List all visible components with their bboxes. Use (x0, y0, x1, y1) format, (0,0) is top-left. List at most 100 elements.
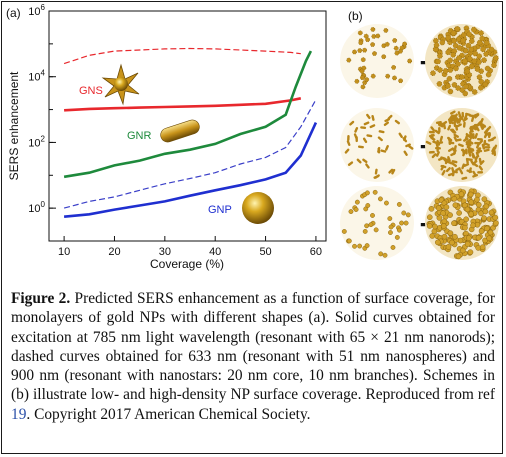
nanorod-particle (374, 168, 378, 175)
nanostar-particle (358, 40, 364, 46)
nanostar-particle (359, 75, 365, 81)
nanorod-particle (492, 144, 498, 151)
nanorod-particle (398, 132, 403, 138)
caption-label: Figure 2. (11, 290, 71, 307)
nanorod-particle (484, 132, 491, 137)
y-tick-label: 104 (28, 69, 45, 84)
nanorod-particle (462, 121, 466, 128)
nanorod-particle (447, 118, 452, 125)
nanosphere-particle (396, 202, 402, 207)
nanostar-particle (481, 57, 487, 64)
series-line-4 (63, 122, 318, 218)
x-tick-label: 20 (108, 246, 120, 258)
nanostar-particle (491, 62, 497, 69)
nanostar-particle (479, 35, 486, 42)
nanorod-particle (440, 164, 445, 171)
nanorod-particle (483, 148, 490, 152)
nanorod-particle (436, 146, 439, 153)
nanostar-particle (451, 37, 457, 44)
nanorod-particle (469, 133, 473, 140)
nanorod-particle (432, 140, 439, 145)
nanosphere-particle (466, 235, 472, 241)
nanosphere-particle (458, 191, 465, 197)
nanostar-particle (485, 71, 492, 78)
nanorod-particle (464, 134, 469, 141)
nanostar-particle (357, 48, 363, 54)
nanorod-particle (469, 126, 476, 130)
series-line-1 (63, 47, 301, 65)
nanostar-particle (437, 67, 443, 73)
nanorod-particle (478, 157, 482, 164)
nanostar-particle (364, 77, 370, 83)
nanostar-particle (370, 73, 376, 79)
reference-link[interactable]: 19 (11, 405, 27, 423)
nanorod-particle (441, 120, 448, 126)
nanorod-particle (453, 136, 458, 142)
nanorod-particle (365, 163, 370, 169)
nanosphere-particle (481, 215, 487, 221)
caption-line: Predicted SERS enhancement as a function… (74, 290, 410, 307)
nanorod-particle (428, 133, 435, 138)
nanorod-particle (438, 126, 441, 133)
scheme-nanorods: ➡ (340, 108, 499, 182)
nanorod-particle (366, 113, 371, 120)
nanorod-particle (366, 134, 373, 138)
nanostar-particle (483, 51, 490, 57)
nanostar-particle (383, 27, 389, 33)
nanostar-particle (363, 33, 369, 39)
nanorod-particle (362, 158, 368, 164)
nanostar-particle (447, 67, 454, 73)
nanosphere-particle (443, 204, 450, 210)
nanosphere-particle (364, 243, 370, 248)
nanorod-particle (486, 125, 492, 132)
nanorod-particle (425, 140, 432, 145)
nanostar-particle (466, 55, 473, 62)
nanorod-particle (471, 116, 475, 122)
nanorod-particle (452, 170, 458, 174)
nanosphere-particle (401, 210, 407, 216)
nanorod-particle (353, 133, 358, 140)
nanostar-particle (392, 38, 398, 43)
nanorod-particle (447, 124, 452, 131)
nanostar-particle (360, 84, 366, 90)
nanorod-particle (453, 133, 459, 138)
nanorod-particle (468, 114, 475, 118)
nanostar-particle (471, 89, 478, 95)
nanostar-particle (445, 49, 451, 56)
nanorod-particle (472, 133, 475, 140)
nanosphere-particle (478, 228, 485, 234)
nanostar-particle (447, 88, 454, 95)
nanosphere-particle (378, 251, 384, 257)
nanosphere-particle (387, 216, 393, 221)
nanorod-particle (448, 139, 452, 146)
nanosphere-particle (487, 229, 494, 236)
nanorod-particle (394, 119, 400, 125)
nanostar-particle (384, 41, 390, 47)
scheme-nanospheres: ➡ (340, 186, 499, 260)
nanosphere-particle (479, 244, 486, 250)
y-tick-label: 102 (28, 134, 45, 149)
nanostar-particle (478, 78, 485, 85)
x-axis-label: Coverage (%) (150, 257, 224, 271)
nanorod-particle (451, 117, 458, 123)
nanosphere-particle (370, 213, 375, 218)
caption-line: from ref (443, 386, 495, 404)
nanorod-particle (469, 147, 473, 154)
nanosphere-particle (468, 199, 474, 206)
nanorod-particle (380, 149, 387, 153)
nanostar-particle (370, 26, 376, 32)
nanostar-particle (453, 65, 459, 72)
nanosphere-particle (441, 233, 448, 240)
nanosphere-particle (426, 214, 433, 220)
substrate-disk (340, 108, 414, 182)
nanosphere-particle (354, 199, 360, 205)
x-tick-label: 30 (159, 246, 171, 258)
x-tick-label: 50 (259, 246, 271, 258)
nanosphere-particle (475, 234, 482, 241)
nanosphere-particle (484, 225, 490, 232)
nanostar-particle (455, 61, 461, 67)
nanorod-particle (475, 151, 480, 158)
nanorod-particle (479, 118, 484, 124)
y-tick-label: 106 (28, 3, 45, 18)
y-axis-label: SERS enhancement (7, 71, 21, 180)
